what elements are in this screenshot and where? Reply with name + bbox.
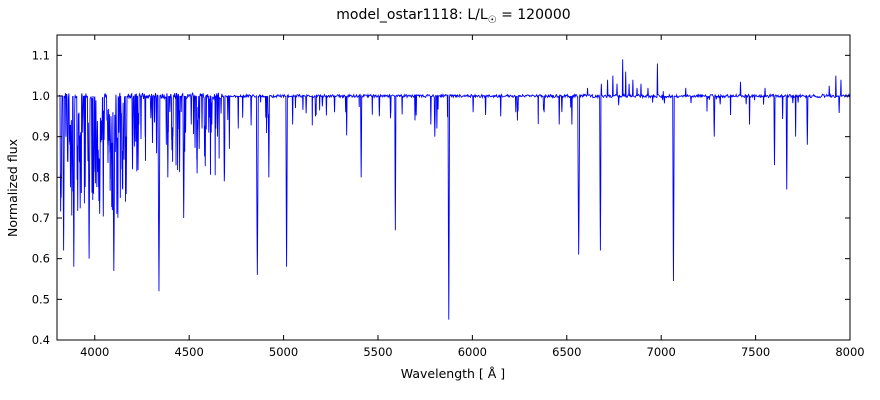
y-tick-label: 1.0 bbox=[32, 89, 50, 103]
x-tick-label: 5500 bbox=[363, 345, 392, 359]
sun-symbol: ☉ bbox=[487, 14, 497, 26]
plot-title-suffix: = 120000 bbox=[496, 7, 571, 23]
x-tick-label: 6000 bbox=[458, 345, 487, 359]
axes-layer bbox=[56, 34, 851, 341]
y-tick-label: 0.6 bbox=[32, 252, 50, 266]
plot-title-main: model_ostar1118: L/L bbox=[336, 7, 488, 23]
x-tick-label: 7500 bbox=[741, 345, 770, 359]
x-tick-label: 7000 bbox=[647, 345, 676, 359]
ticks-layer: 4000 4500 5000 5500 6000 6500 7000 7500 8000 0.4 0… bbox=[32, 35, 865, 359]
y-tick-label: 0.9 bbox=[32, 130, 50, 144]
y-tick-label: 0.7 bbox=[32, 211, 50, 225]
y-axis-label: Normalized flux bbox=[5, 139, 20, 237]
y-tick-label: 0.4 bbox=[32, 333, 50, 347]
x-axis-label: Wavelength [ Å ] bbox=[401, 366, 505, 381]
x-tick-label: 4000 bbox=[80, 345, 109, 359]
x-tick-label: 8000 bbox=[835, 345, 864, 359]
x-tick-label: 6500 bbox=[552, 345, 581, 359]
spectrum-line-layer bbox=[58, 59, 850, 320]
axes-frame bbox=[56, 34, 851, 341]
plot-title: model_ostar1118: L/L☉ = 120000 bbox=[57, 7, 850, 26]
x-tick-label: 5000 bbox=[269, 345, 298, 359]
y-tick-label: 0.5 bbox=[32, 292, 50, 306]
y-tick-label: 0.8 bbox=[32, 170, 50, 184]
spectrum-line bbox=[58, 59, 850, 320]
x-tick-label: 4500 bbox=[175, 345, 204, 359]
y-tick-label: 1.1 bbox=[32, 48, 50, 62]
